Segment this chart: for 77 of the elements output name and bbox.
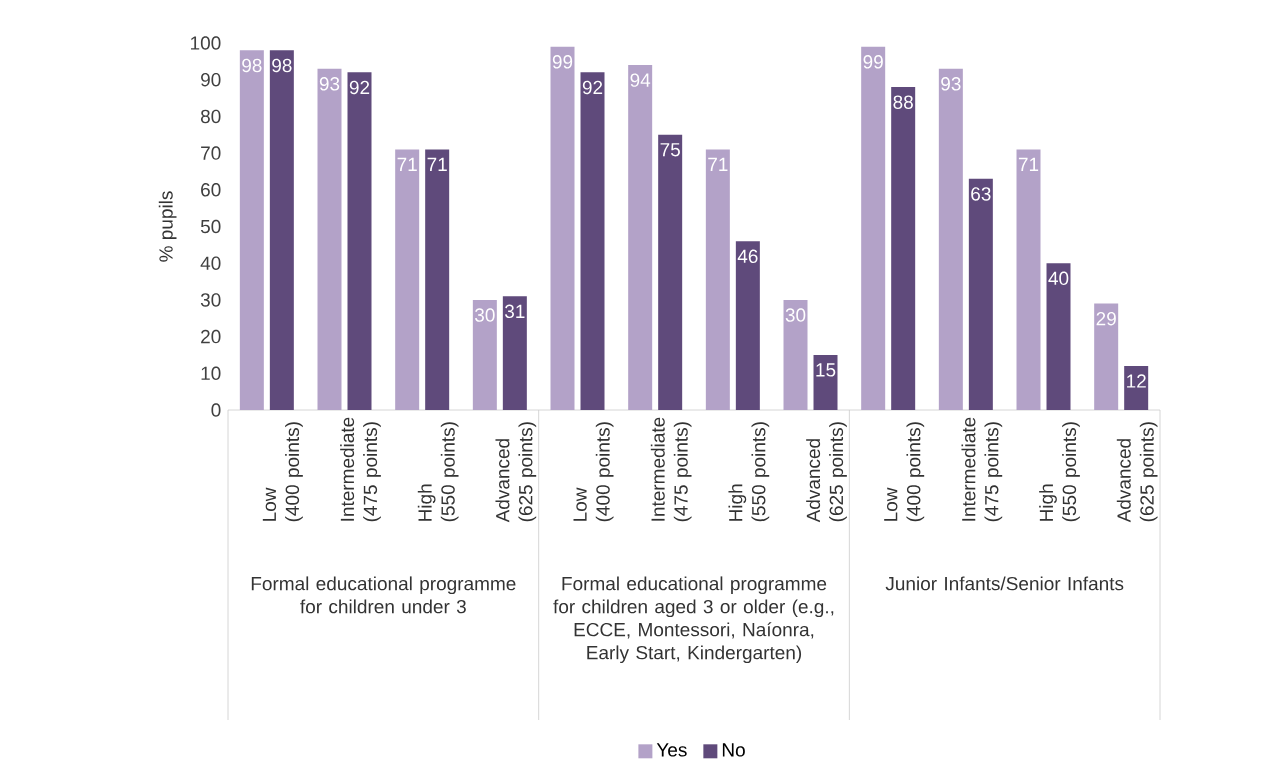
data-label: 71: [427, 157, 447, 171]
x-tick-label: Intermediate (475 points): [340, 417, 381, 522]
y-tick-label: 0: [211, 403, 221, 417]
data-label: 88: [893, 95, 913, 109]
bar: [550, 46, 575, 410]
x-tick-label: Intermediate (475 points): [650, 417, 692, 522]
y-tick-label: 60: [201, 183, 221, 197]
data-label: 92: [582, 80, 603, 95]
x-tick-label: Intermediate (475 points): [961, 417, 1003, 522]
data-label: 71: [708, 157, 728, 171]
x-tick-label: Advanced (625 points): [1116, 422, 1158, 523]
bar: [783, 299, 808, 410]
y-tick-label: 10: [201, 366, 221, 381]
data-label: 98: [242, 58, 262, 73]
bar: [628, 65, 653, 410]
x-tick-label: Advanced (625 points): [806, 422, 847, 523]
text: Formal educational programme for children under 3: [251, 576, 516, 614]
y-tick-label: 40: [200, 256, 221, 270]
data-label: 99: [863, 55, 883, 69]
bar: [395, 149, 420, 410]
bar: [317, 68, 342, 410]
y-tick-label: 90: [201, 72, 221, 87]
bar: [472, 299, 497, 410]
bar: [1124, 365, 1149, 410]
y-tick-label: 20: [201, 329, 221, 344]
legend-label: Yes: [656, 743, 687, 757]
bar: [1016, 149, 1041, 410]
bar: [938, 68, 963, 410]
x-tick-label: High (550 points): [728, 422, 770, 522]
data-label: 75: [660, 143, 680, 157]
legend-label: No: [722, 743, 745, 757]
data-label: 29: [1096, 311, 1116, 326]
data-label: 71: [397, 157, 417, 171]
bar: [269, 50, 294, 410]
data-label: 30: [785, 308, 806, 322]
data-label: 63: [971, 187, 991, 201]
x-tick-label: Advanced (625 points): [495, 422, 537, 523]
data-label: 12: [1127, 374, 1146, 388]
text: Formal educational programme for children aged 3 or older (e.g., ECCE, Montessori, Naíonra, Early Start, Kindergarten): [553, 576, 834, 664]
bar: [239, 50, 264, 410]
bar: [813, 354, 838, 410]
data-label: 40: [1048, 271, 1069, 286]
bar: [425, 149, 450, 410]
y-axis-title: % pupils: [158, 191, 177, 262]
x-tick-label: Low (400 points): [262, 422, 303, 522]
bar: [1094, 303, 1119, 410]
y-tick-label: 80: [200, 109, 221, 124]
y-tick-label: 100: [191, 36, 221, 50]
data-label: 94: [630, 73, 651, 87]
data-label: 15: [816, 363, 836, 377]
x-tick-label: Low (400 points): [884, 422, 925, 522]
data-label: 93: [319, 77, 340, 91]
bar: [580, 72, 605, 410]
data-label: 46: [737, 249, 758, 264]
data-label: 98: [272, 58, 292, 73]
data-label: 71: [1018, 157, 1039, 171]
y-tick-label: 70: [201, 146, 221, 160]
x-tick-label: High (550 points): [1039, 422, 1080, 522]
x-tick-label: High (550 points): [417, 422, 459, 522]
bar: [347, 72, 372, 410]
data-label: 30: [474, 308, 495, 322]
bar: [1046, 263, 1071, 410]
data-label: 99: [552, 55, 573, 69]
data-label: 93: [941, 77, 961, 91]
text: Junior Infants/Senior Infants: [885, 576, 1124, 591]
bar: [502, 296, 527, 410]
bar: [968, 178, 993, 410]
bar: [735, 241, 760, 410]
y-tick-label: 30: [200, 293, 221, 307]
y-tick-label: 50: [200, 219, 221, 234]
bar: [658, 134, 683, 410]
bar: [861, 46, 886, 410]
x-tick-label: Low (400 points): [573, 422, 614, 522]
data-label: 92: [349, 80, 370, 95]
data-label: 31: [504, 304, 525, 319]
bar: [705, 149, 730, 410]
bar: [891, 87, 916, 410]
